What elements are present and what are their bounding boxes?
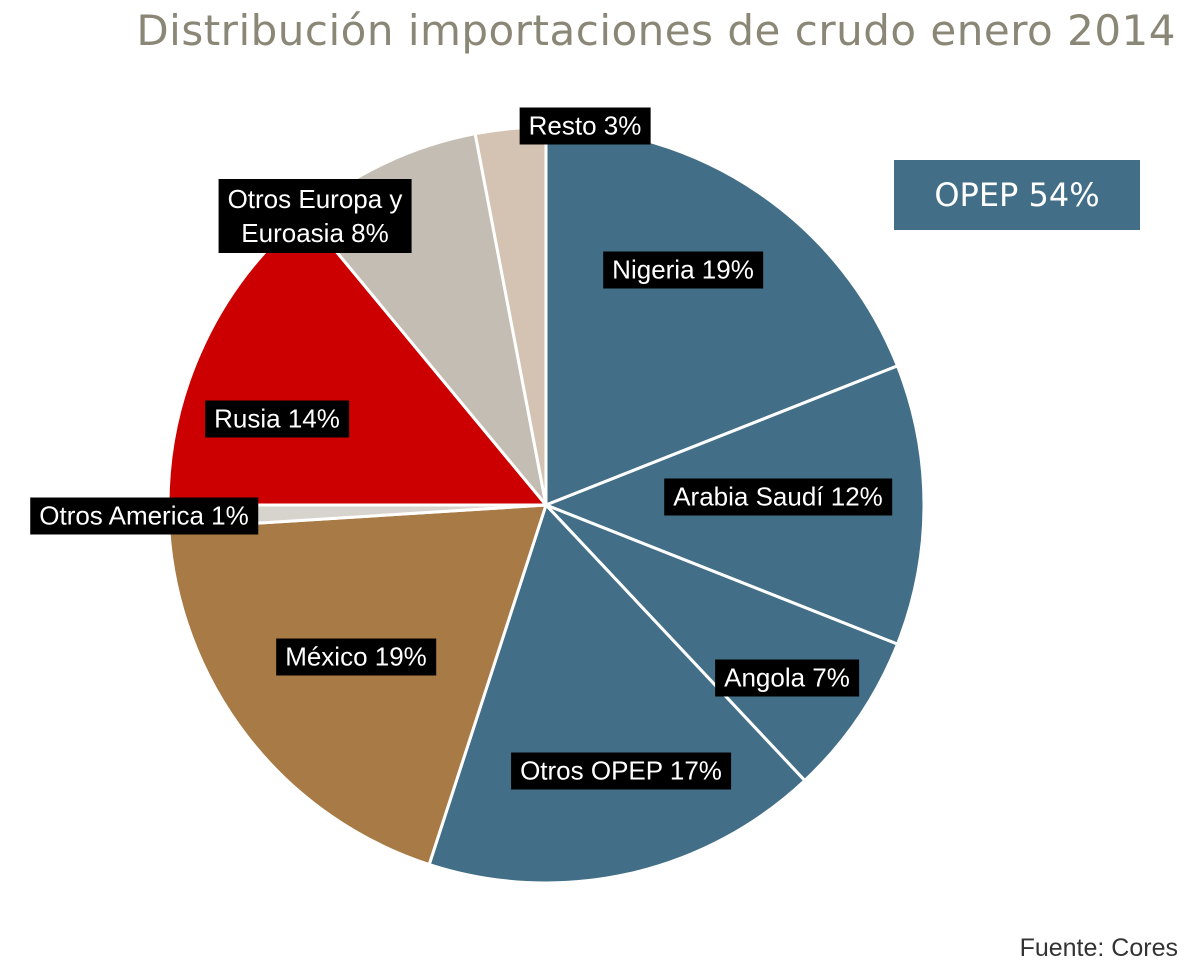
source-note: Fuente: Cores — [1019, 934, 1178, 962]
slice-label-8: Otros Europa y Euroasia 8% — [218, 179, 412, 253]
slice-label-3: Angola 7% — [715, 659, 859, 697]
slice-label-5: México 19% — [276, 638, 436, 676]
opep-group-label: OPEP 54% — [894, 160, 1140, 230]
slice-label-7: Rusia 14% — [205, 400, 349, 438]
slice-label-2: Arabia Saudí 12% — [664, 478, 892, 516]
pie-slice-3 — [544, 503, 899, 783]
slice-label-4: Otros OPEP 17% — [511, 752, 731, 790]
chart-title: Distribución importaciones de crudo ener… — [136, 6, 1176, 55]
slice-label-1: Nigeria 19% — [603, 251, 763, 289]
slice-label-6: Otros America 1% — [30, 497, 258, 535]
slice-label-9: Resto 3% — [519, 107, 651, 145]
pie-slice-5 — [167, 503, 548, 866]
